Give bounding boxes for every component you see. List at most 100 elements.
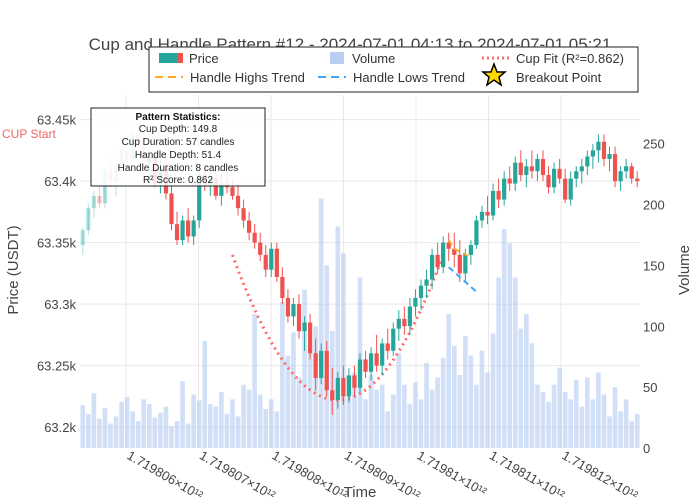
candle-body <box>468 245 473 255</box>
legend-price-label: Price <box>189 51 219 66</box>
candle-body <box>357 359 363 388</box>
volume-bar <box>379 384 385 448</box>
candle-body <box>374 353 379 366</box>
candle-body <box>546 174 551 188</box>
candle-body <box>502 178 507 200</box>
volume-bar <box>479 350 485 448</box>
candle-body <box>452 248 457 255</box>
volume-bar <box>202 340 208 448</box>
handle-lines <box>447 239 478 293</box>
y2-tick-label: 0 <box>643 441 650 456</box>
candle-body <box>574 171 579 179</box>
volume-bar <box>590 399 596 448</box>
candle-body <box>418 285 424 298</box>
candle-body <box>474 220 479 246</box>
volume-bar <box>158 412 163 448</box>
candle-body <box>424 279 429 286</box>
candle-body <box>535 158 540 172</box>
volume-bar <box>390 394 396 448</box>
candle-body <box>258 242 263 255</box>
volume-bar <box>224 413 230 448</box>
candle-body <box>91 195 96 209</box>
volume-bar <box>246 389 252 448</box>
y-tick-label: 63.2k <box>44 420 76 435</box>
legend-handle-highs[interactable]: Handle Highs Trend <box>155 70 305 85</box>
y-axis-label: Price (USDT) <box>5 225 22 314</box>
volume-bar <box>496 277 501 448</box>
candle-body <box>596 141 601 151</box>
y2-tick-label: 150 <box>643 258 665 273</box>
legend[interactable]: Price Volume Cup Fit (R²=0.862) Handle H… <box>148 46 639 93</box>
candle-body <box>296 304 302 332</box>
candle-body <box>490 190 496 216</box>
candle-body <box>557 168 562 179</box>
candle-body <box>102 171 108 204</box>
volume-bar <box>163 406 169 448</box>
candle-body <box>441 242 446 268</box>
volume-bar <box>557 367 562 448</box>
candle-body <box>191 220 196 237</box>
legend-volume[interactable]: Volume <box>330 51 395 66</box>
legend-breakout[interactable]: Breakout Point <box>480 61 602 87</box>
x-tick-label: 1.719807×10¹² <box>197 448 279 500</box>
volume-bar <box>169 426 174 448</box>
candle-body <box>513 162 518 184</box>
candle-body <box>274 248 279 278</box>
volume-bar <box>180 381 185 448</box>
volume-bar <box>402 384 407 448</box>
volume-bar <box>529 343 535 448</box>
candle-body <box>429 254 435 280</box>
candle-body <box>324 350 329 391</box>
candle-body <box>319 350 324 378</box>
candle-body <box>463 254 468 274</box>
candle-body <box>252 232 257 243</box>
volume-bar <box>584 377 590 448</box>
volume-bar <box>196 400 202 448</box>
candle-body <box>496 190 501 200</box>
volume-bar <box>124 396 130 448</box>
candle-body <box>612 154 618 182</box>
volume-bar <box>629 421 635 448</box>
candle-body <box>407 306 413 327</box>
volume-bar <box>540 392 546 448</box>
volume-bar <box>296 377 302 448</box>
volume-bar <box>368 374 374 448</box>
volume-bar <box>274 411 280 448</box>
volume-bar <box>485 372 490 448</box>
volume-bar <box>235 416 241 448</box>
candle-body <box>263 254 268 270</box>
volume-bar <box>623 399 629 448</box>
legend-cup-fit-label: Cup Fit (R²=0.862) <box>516 51 624 66</box>
x-tick-label: 1.71981×10¹² <box>415 448 490 500</box>
candle-body <box>607 154 612 159</box>
volume-bar <box>601 394 607 448</box>
candle-body <box>507 178 512 184</box>
volume-bar <box>130 411 136 448</box>
y2-axis-label: Volume <box>676 245 693 295</box>
volume-bar <box>451 345 457 448</box>
candle-body <box>446 242 451 249</box>
stats-title: Pattern Statistics: <box>135 112 220 123</box>
volume-bar <box>152 417 158 448</box>
volume-bar <box>113 416 119 448</box>
volume-bar <box>562 392 568 448</box>
legend-handle-lows[interactable]: Handle Lows Trend <box>318 70 465 85</box>
candle-body <box>230 187 235 196</box>
candle-body <box>385 343 390 351</box>
candle-body <box>629 166 634 179</box>
volume-bar <box>512 277 518 448</box>
volume-bar <box>97 418 102 448</box>
volume-bar <box>302 289 307 448</box>
candle-body <box>563 178 568 200</box>
volume-bar <box>346 374 352 448</box>
candle-body <box>413 297 418 307</box>
x-tick-label: 1.719806×10¹² <box>125 448 207 500</box>
legend-price[interactable]: Price <box>159 51 219 66</box>
volume-bar <box>612 387 618 448</box>
candle-body <box>307 322 313 354</box>
y-tick-label: 63.35k <box>37 236 77 251</box>
stats-line: Cup Duration: 57 candles <box>122 137 235 148</box>
candle-body <box>618 171 623 182</box>
legend-cup-fit[interactable]: Cup Fit (R²=0.862) <box>482 51 624 66</box>
candle-body <box>213 178 218 196</box>
